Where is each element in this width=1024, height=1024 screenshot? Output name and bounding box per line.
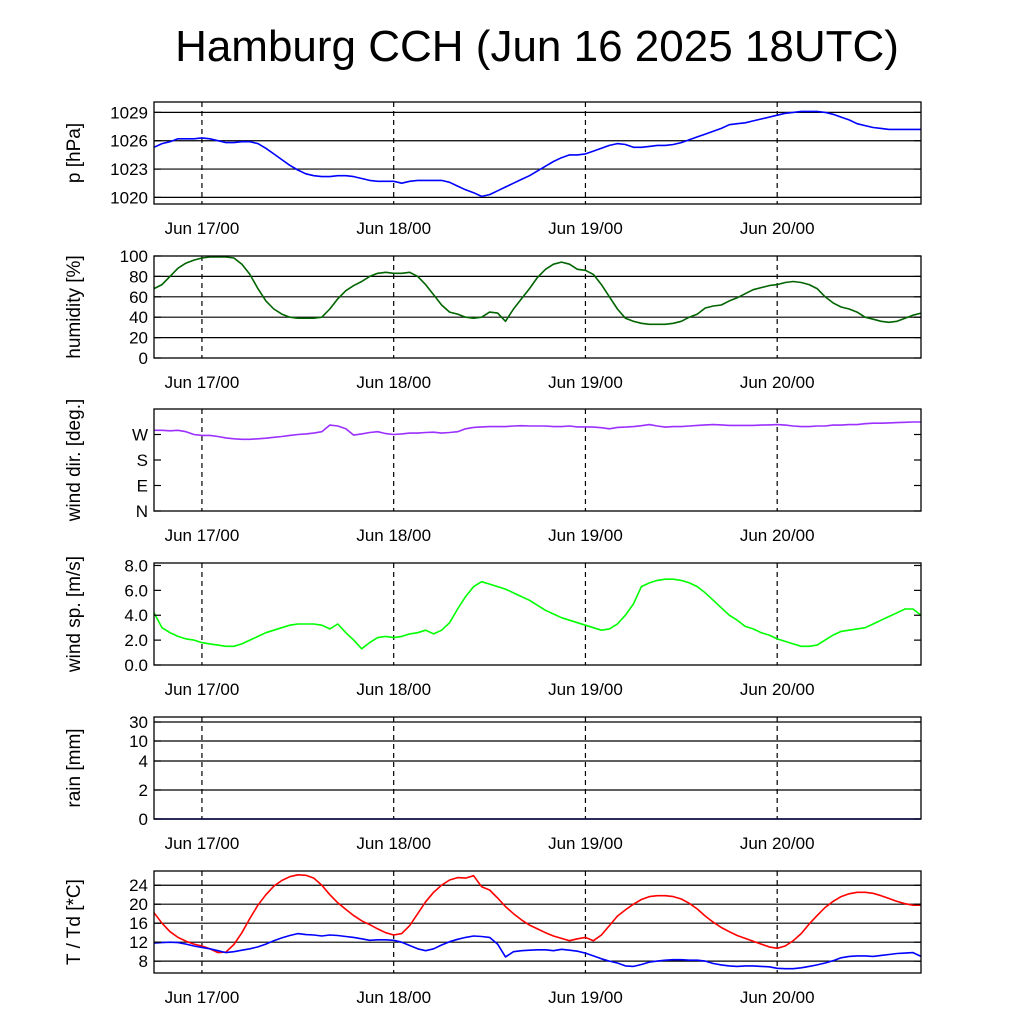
y-tick-label: 1020 [110, 188, 148, 207]
x-tick-label: Jun 17/00 [165, 373, 240, 392]
y-tick-label: 20 [129, 895, 148, 914]
y-tick-label: 4 [139, 752, 148, 771]
y-tick-label: 2 [139, 781, 148, 800]
y-tick-label: 1029 [110, 103, 148, 122]
series-line-wind_dir [154, 421, 921, 441]
y-tick-label: 40 [129, 308, 148, 327]
x-tick-label: Jun 18/00 [356, 373, 431, 392]
y-tick-label: 0 [139, 810, 148, 829]
y-tick-label: 20 [129, 329, 148, 348]
y-tick-label: 6.0 [124, 581, 148, 600]
x-tick-label: Jun 17/00 [165, 219, 240, 238]
y-tick-label: 1023 [110, 160, 148, 179]
x-tick-label: Jun 17/00 [165, 680, 240, 699]
y-tick-label: 80 [129, 267, 148, 286]
y-tick-label: 0 [139, 349, 148, 368]
y-tick-label: 8 [139, 952, 148, 971]
y-tick-label: 10 [129, 732, 148, 751]
series-line-wind_speed [153, 578, 922, 650]
x-tick-label: Jun 20/00 [740, 219, 815, 238]
x-tick-label: Jun 17/00 [165, 988, 240, 1007]
y-tick-label: 8.0 [124, 556, 148, 575]
panel-frame [153, 716, 922, 820]
y-axis-label: wind dir. [deg.] [64, 399, 85, 523]
panel-frame [153, 562, 922, 666]
y-tick-label: 24 [129, 876, 148, 895]
y-tick-label: 4.0 [124, 606, 148, 625]
x-tick-label: Jun 19/00 [548, 988, 623, 1007]
series-line-pressure [153, 110, 921, 198]
y-tick-label: 30 [129, 713, 148, 732]
x-tick-label: Jun 19/00 [548, 526, 623, 545]
y-tick-label: 16 [129, 914, 148, 933]
x-tick-label: Jun 19/00 [548, 834, 623, 853]
y-tick-label: 100 [120, 247, 148, 266]
x-tick-label: Jun 17/00 [165, 834, 240, 853]
x-tick-label: Jun 20/00 [740, 988, 815, 1007]
y-tick-label: W [132, 426, 148, 445]
x-tick-label: Jun 18/00 [356, 219, 431, 238]
panel-frame [153, 408, 922, 512]
x-tick-label: Jun 20/00 [740, 373, 815, 392]
y-tick-label: 0.0 [124, 656, 148, 675]
chart-title: Hamburg CCH (Jun 16 2025 18UTC) [175, 22, 899, 71]
y-tick-label: 60 [129, 288, 148, 307]
series-line-temperature [153, 873, 921, 954]
x-tick-label: Jun 19/00 [548, 219, 623, 238]
series-line-dewpoint [153, 932, 922, 970]
x-tick-label: Jun 17/00 [165, 526, 240, 545]
x-tick-label: Jun 20/00 [740, 680, 815, 699]
y-axis-label: wind sp. [m/s] [64, 556, 85, 673]
x-tick-label: Jun 18/00 [356, 988, 431, 1007]
y-axis-label: humidity [%] [64, 255, 85, 358]
panel-frame [153, 101, 922, 205]
y-tick-label: E [137, 477, 148, 496]
x-tick-label: Jun 18/00 [356, 834, 431, 853]
panel-frame [153, 870, 922, 974]
y-axis-label: rain [mm] [64, 728, 85, 807]
x-tick-label: Jun 18/00 [356, 526, 431, 545]
y-axis-label: p [hPa] [64, 123, 85, 183]
y-tick-label: 1026 [110, 132, 148, 151]
x-tick-label: Jun 19/00 [548, 680, 623, 699]
y-tick-label: N [136, 502, 148, 521]
x-tick-label: Jun 20/00 [740, 834, 815, 853]
y-tick-label: 2.0 [124, 631, 148, 650]
series-line-humidity [153, 256, 922, 326]
x-tick-label: Jun 19/00 [548, 373, 623, 392]
panel-frame [153, 255, 922, 359]
x-tick-label: Jun 20/00 [740, 526, 815, 545]
y-axis-label: T / Td [*C] [64, 879, 85, 965]
x-tick-label: Jun 18/00 [356, 680, 431, 699]
y-tick-label: S [137, 451, 148, 470]
y-tick-label: 12 [129, 933, 148, 952]
